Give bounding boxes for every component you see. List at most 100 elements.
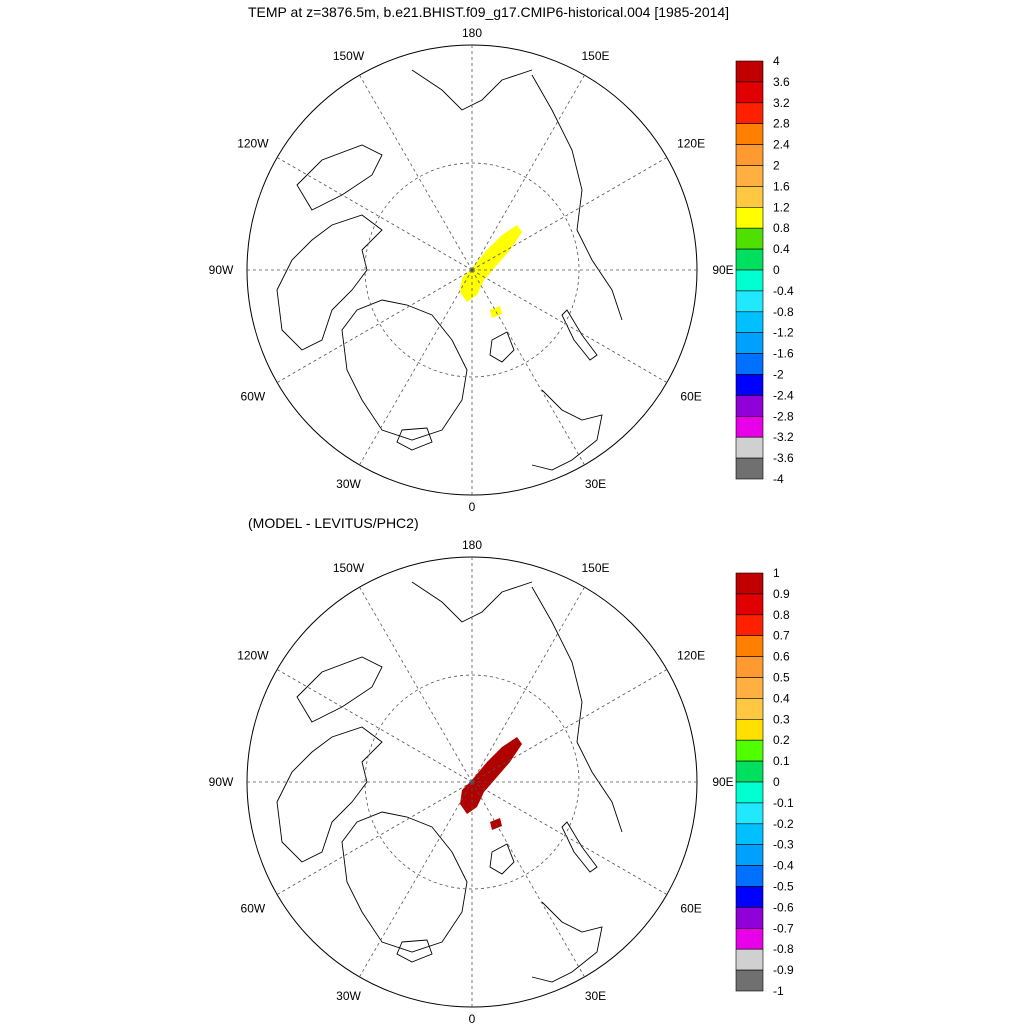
- coastline: [296, 144, 383, 211]
- meridian-line: [359, 781, 473, 978]
- longitude-label-lower-right: 60E: [680, 390, 701, 404]
- latitude-circle: [364, 162, 580, 378]
- coastlines: [276, 581, 623, 983]
- longitude-label-bottom: 0: [469, 1012, 476, 1024]
- colorbar-box: [735, 207, 764, 229]
- colorbar-tick-label: -0.6: [773, 900, 794, 914]
- colorbar-box: [735, 572, 764, 595]
- meridian-line: [276, 157, 473, 271]
- colorbar-box: [735, 123, 764, 145]
- colorbar-tick-label: 1.6: [773, 179, 790, 193]
- colorbar-box: [735, 374, 764, 396]
- colorbar-tick-label: -2: [773, 368, 784, 382]
- longitude-label-left: 90W: [209, 263, 234, 277]
- colorbar-tick-label: 0.7: [773, 629, 790, 643]
- colorbar-box: [735, 656, 764, 678]
- colorbar-tick-label: -0.4: [773, 284, 794, 298]
- colorbar-box: [735, 165, 764, 187]
- colorbar-tick-label: 0.1: [773, 754, 790, 768]
- colorbar: 1 0.9 0.8 0.7 0.6 0.5 0.4 0.3 0.2 0.1 0 -0.1 -0.2 -0.…: [735, 566, 794, 998]
- longitude-label-upper-left: 150W: [333, 561, 365, 575]
- colorbar-tick-label: -0.8: [773, 305, 794, 319]
- longitude-label-lower-left: 60W: [241, 902, 266, 916]
- coastline: [396, 427, 433, 451]
- meridian-line: [471, 669, 668, 783]
- colorbar-tick-label: 4: [773, 54, 780, 68]
- colorbar-box: [735, 969, 764, 992]
- colorbar-tick-label: -0.5: [773, 880, 794, 894]
- colorbar-tick-label: -0.9: [773, 963, 794, 977]
- meridian-line: [471, 269, 585, 466]
- colorbar-tick-label: -0.7: [773, 921, 794, 935]
- colorbar-tick-label: -1.6: [773, 347, 794, 361]
- longitude-label-right: 90E: [712, 775, 733, 789]
- colorbar-box: [735, 332, 764, 354]
- colorbar-tick-label: 0.8: [773, 221, 790, 235]
- coastline: [561, 309, 598, 361]
- longitude-label-top: 180: [462, 538, 482, 552]
- colorbar-box: [735, 102, 764, 125]
- colorbar-tick-label: -2.4: [773, 388, 794, 402]
- colorbar-box: [735, 927, 764, 950]
- colorbar-box: [735, 436, 764, 459]
- colorbar-box: [735, 886, 764, 908]
- meridian-line: [276, 669, 473, 783]
- colorbar-tick-label: -0.1: [773, 796, 794, 810]
- colorbar-box: [735, 415, 764, 438]
- coastline: [489, 331, 515, 363]
- colorbar-box: [735, 60, 764, 83]
- longitude-label-lower-right: 60E: [680, 902, 701, 916]
- colorbar-box: [735, 907, 764, 929]
- colorbar: 4 3.6 3.2 2.8 2.4 2 1.6 1.2 0.8 0.4 0 -0.4 -0.8 -1.2 -…: [735, 54, 794, 486]
- colorbar-box: [735, 781, 764, 804]
- colorbar-tick-label: 3.6: [773, 75, 790, 89]
- latitude-circle: [364, 674, 580, 890]
- coastline: [531, 586, 623, 833]
- longitude-label-upper-left: 150W: [333, 49, 365, 63]
- meridian-line: [359, 586, 473, 783]
- longitude-label-upper-right: 150E: [581, 561, 609, 575]
- colorbar-box: [735, 614, 764, 637]
- longitude-label-right: 90E: [712, 263, 733, 277]
- colorbar-tick-label: -4: [773, 472, 784, 486]
- longitude-label-mid-right: 120E: [677, 649, 705, 663]
- longitude-label-mid-left: 120W: [237, 137, 269, 151]
- colorbar-box: [735, 186, 764, 208]
- colorbar-box: [735, 823, 764, 845]
- colorbar-box: [735, 395, 764, 417]
- colorbar-tick-label: 0: [773, 775, 780, 789]
- colorbar-box: [735, 719, 764, 741]
- colorbar-tick-label: -3.6: [773, 451, 794, 465]
- colorbar-tick-label: -0.8: [773, 942, 794, 956]
- colorbar-tick-label: -1.2: [773, 326, 794, 340]
- meridian-line: [276, 269, 473, 383]
- meridian-line: [471, 781, 585, 978]
- coastline: [489, 843, 515, 875]
- colorbar-tick-label: -1: [773, 984, 784, 998]
- colorbar-tick-label: -3.2: [773, 430, 794, 444]
- longitude-label-mid-right: 120E: [677, 137, 705, 151]
- colorbar-tick-label: 0.8: [773, 608, 790, 622]
- colorbar-box: [735, 865, 764, 887]
- colorbar-tick-label: -0.4: [773, 859, 794, 873]
- colorbar-box: [735, 353, 764, 375]
- colorbar-tick-label: 1: [773, 566, 780, 580]
- colorbar-tick-label: 2.4: [773, 138, 790, 152]
- colorbar-tick-label: 2: [773, 159, 780, 173]
- coastline: [341, 811, 468, 953]
- colorbar-box: [735, 227, 764, 250]
- longitude-label-bottom-right: 30E: [585, 989, 606, 1003]
- meridian-line: [471, 781, 668, 895]
- colorbar-tick-label: -0.2: [773, 817, 794, 831]
- longitude-label-bottom-right: 30E: [585, 477, 606, 491]
- colorbar-box: [735, 457, 764, 480]
- longitude-label-mid-left: 120W: [237, 649, 269, 663]
- meridian-line: [276, 781, 473, 895]
- map-panel-model: 180 150E 120E 90E 60E 30E 0 30W 60W 90W 120W 150W 4 3…: [209, 26, 794, 512]
- longitude-label-lower-left: 60W: [241, 390, 266, 404]
- coastline: [531, 74, 623, 321]
- meridian-line: [471, 157, 668, 271]
- colorbar-tick-label: 0.5: [773, 671, 790, 685]
- map-panel-difference: 180 150E 120E 90E 60E 30E 0 30W 60W 90W 120W 150W 1 0…: [209, 538, 794, 1024]
